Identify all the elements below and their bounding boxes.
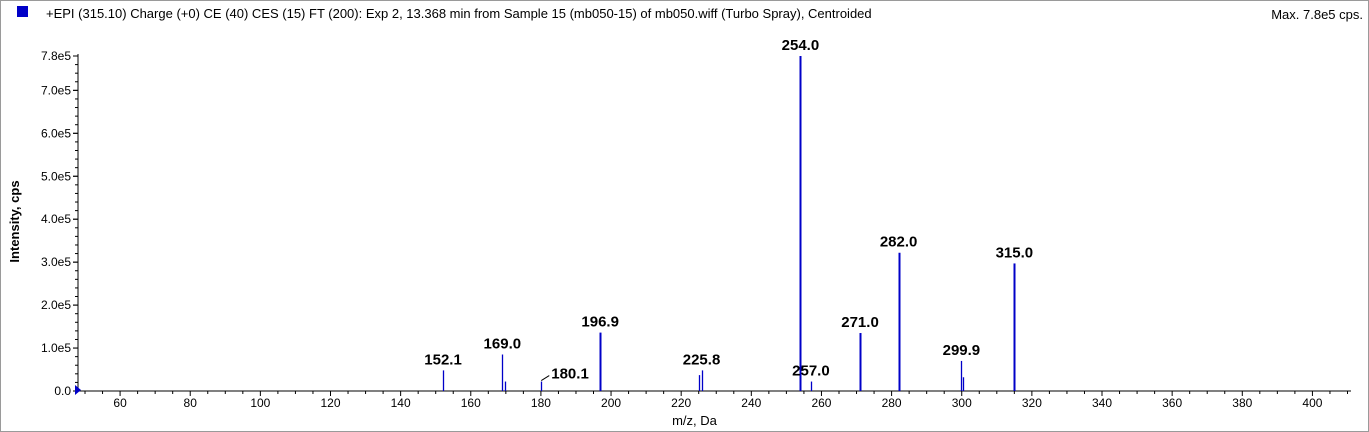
legend-swatch — [17, 6, 28, 17]
x-tick-label: 100 — [250, 396, 270, 410]
x-tick-label: 300 — [952, 396, 972, 410]
x-tick-label: 120 — [320, 396, 340, 410]
x-tick-label: 220 — [671, 396, 691, 410]
axes: 60 80 100 120 140 160 180 200 220 240 260 280 300 320… — [41, 49, 1351, 410]
y-axis-title: Intensity, cps — [7, 180, 22, 262]
y-tick-label: 3.0e5 — [41, 255, 71, 269]
x-tick-label: 360 — [1162, 396, 1182, 410]
peak-label: 180.1 — [551, 366, 589, 383]
peak-label: 299.9 — [943, 342, 981, 359]
x-tick-label: 180 — [531, 396, 551, 410]
peak-label: 271.0 — [841, 314, 879, 331]
peak-label: 254.0 — [782, 37, 820, 54]
peak-bars — [442, 56, 1016, 391]
y-tick-label: 6.0e5 — [41, 126, 71, 140]
max-intensity-label: Max. 7.8e5 cps. — [1271, 7, 1363, 22]
x-tick-label: 280 — [882, 396, 902, 410]
peak-label: 152.1 — [424, 351, 462, 368]
y-tick-label: 4.0e5 — [41, 212, 71, 226]
x-tick-label: 60 — [113, 396, 127, 410]
y-tick-label: 7.0e5 — [41, 83, 71, 97]
peak-label: 225.8 — [683, 351, 721, 368]
peak-label: 169.0 — [484, 335, 522, 352]
peak-label: 315.0 — [996, 244, 1034, 261]
peak-label: 282.0 — [880, 234, 918, 251]
y-tick-label: 7.8e5 — [41, 49, 71, 63]
x-tick-label: 380 — [1232, 396, 1252, 410]
chart-title: +EPI (315.10) Charge (+0) CE (40) CES (1… — [46, 6, 872, 21]
x-tick-label: 320 — [1022, 396, 1042, 410]
origin-marker — [75, 385, 81, 395]
peak-labels: 152.1 169.0 180.1 196.9 225.8 254.0 257.0 271.0… — [424, 37, 1033, 383]
x-tick-label: 200 — [601, 396, 621, 410]
peak-label: 196.9 — [581, 314, 619, 331]
y-tick-label: 0.0 — [54, 384, 71, 398]
x-tick-label: 140 — [391, 396, 411, 410]
x-axis-title: m/z, Da — [672, 413, 718, 428]
y-tick-label: 1.0e5 — [41, 341, 71, 355]
x-tick-label: 260 — [811, 396, 831, 410]
x-tick-label: 340 — [1092, 396, 1112, 410]
x-tick-label: 240 — [741, 396, 761, 410]
y-tick-label: 5.0e5 — [41, 169, 71, 183]
peak-label: 257.0 — [792, 363, 830, 380]
peak-label-leader — [540, 375, 550, 381]
x-tick-label: 400 — [1302, 396, 1322, 410]
x-tick-label: 80 — [184, 396, 198, 410]
x-tick-label: 160 — [461, 396, 481, 410]
y-tick-label: 2.0e5 — [41, 298, 71, 312]
